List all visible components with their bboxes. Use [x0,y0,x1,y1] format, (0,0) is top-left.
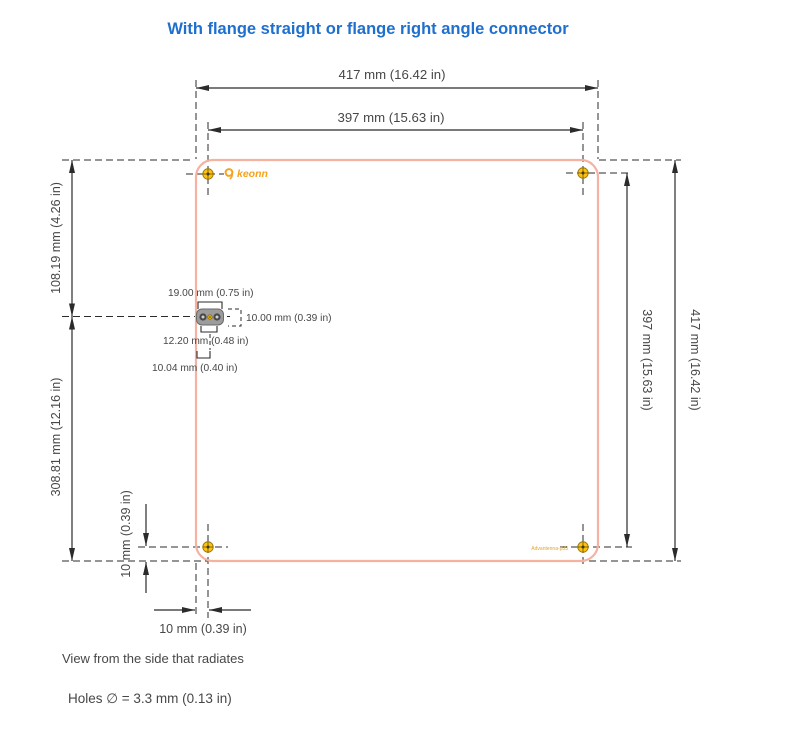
dimension-lines [69,85,678,613]
bracket-screw-span [200,326,218,333]
mounting-hole-top-left [202,168,214,180]
mounting-hole-bottom-left [202,541,214,553]
part-marking: Advantenna-p33 [531,546,568,552]
bracket-edge-offset [196,351,211,359]
dim-overall-top: 417 mm (16.42 in) [338,67,445,82]
keonn-logo: keonn [224,168,268,180]
drawing-title: With flange straight or flange right ang… [167,20,569,38]
mounting-holes [202,167,589,553]
mounting-hole-top-right [577,167,589,179]
keonn-logo-icon [224,168,234,177]
connector-detail-brackets [196,301,223,359]
dim-connector-width: 19.00 mm (0.75 in) [168,288,254,299]
keonn-logo-text: keonn [237,168,268,180]
mounting-hole-bottom-right [577,541,589,553]
dim-connector-edge-offset: 10.04 mm (0.40 in) [152,363,238,374]
dim-hole-offset-vertical: 10 mm (0.39 in) [119,490,133,578]
view-note: View from the side that radiates [62,651,244,666]
bracket-connector-width [197,301,223,309]
dim-connector-screw-span: 12.20 mm (0.48 in) [163,336,249,347]
dim-left-lower: 308.81 mm (12.16 in) [49,378,63,497]
dim-connector-height: 10.00 mm (0.39 in) [246,313,332,324]
holes-note: Holes ∅ = 3.3 mm (0.13 in) [68,691,232,706]
antenna-panel-outline [194,158,600,563]
dim-right-inner: 397 mm (15.63 in) [640,309,654,410]
dim-holes-top: 397 mm (15.63 in) [337,110,444,125]
dim-right-outer: 417 mm (16.42 in) [688,309,702,410]
connector-flange [196,308,224,326]
dim-hole-offset-horizontal: 10 mm (0.39 in) [159,622,247,636]
bracket-connector-height [228,308,242,327]
dim-left-upper: 108.19 mm (4.26 in) [49,182,63,294]
